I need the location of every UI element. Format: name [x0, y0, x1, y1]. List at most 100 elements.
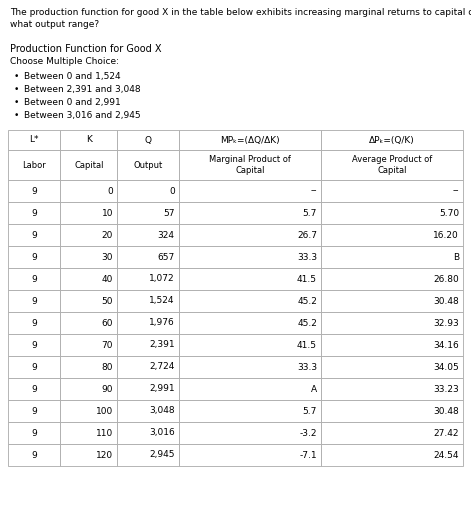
- Bar: [179, 444, 321, 466]
- Text: 24.54: 24.54: [433, 450, 459, 460]
- Text: 2,991: 2,991: [149, 384, 175, 394]
- Bar: [117, 150, 179, 180]
- Text: --: --: [453, 187, 459, 195]
- Text: ΔPₖ=(Q/K): ΔPₖ=(Q/K): [369, 136, 415, 144]
- Text: •: •: [14, 111, 19, 120]
- Bar: [117, 268, 179, 290]
- Bar: [321, 130, 463, 150]
- Bar: [321, 422, 463, 444]
- Bar: [60, 290, 117, 312]
- Text: 324: 324: [158, 230, 175, 240]
- Bar: [8, 422, 60, 444]
- Bar: [321, 400, 463, 422]
- Bar: [117, 130, 179, 150]
- Text: 9: 9: [31, 252, 37, 262]
- Text: 41.5: 41.5: [297, 274, 317, 284]
- Bar: [179, 378, 321, 400]
- Bar: [60, 246, 117, 268]
- Text: A: A: [311, 384, 317, 394]
- Bar: [321, 202, 463, 224]
- Bar: [8, 224, 60, 246]
- Bar: [117, 290, 179, 312]
- Text: 60: 60: [102, 319, 113, 327]
- Bar: [117, 378, 179, 400]
- Bar: [117, 202, 179, 224]
- Text: 32.93: 32.93: [433, 319, 459, 327]
- Bar: [60, 224, 117, 246]
- Text: 30.48: 30.48: [433, 297, 459, 305]
- Text: Between 3,016 and 2,945: Between 3,016 and 2,945: [24, 111, 141, 120]
- Bar: [60, 378, 117, 400]
- Bar: [321, 224, 463, 246]
- Bar: [8, 180, 60, 202]
- Text: 27.42: 27.42: [433, 429, 459, 437]
- Bar: [179, 180, 321, 202]
- Bar: [60, 268, 117, 290]
- Bar: [8, 246, 60, 268]
- Bar: [8, 290, 60, 312]
- Bar: [8, 444, 60, 466]
- Text: 9: 9: [31, 274, 37, 284]
- Text: Labor: Labor: [22, 160, 46, 170]
- Text: 45.2: 45.2: [297, 319, 317, 327]
- Bar: [179, 224, 321, 246]
- Bar: [117, 334, 179, 356]
- Text: 2,724: 2,724: [149, 362, 175, 372]
- Text: The production function for good X in the table below exhibits increasing margin: The production function for good X in th…: [10, 8, 471, 17]
- Text: •: •: [14, 72, 19, 81]
- Bar: [60, 400, 117, 422]
- Bar: [321, 246, 463, 268]
- Text: 9: 9: [31, 384, 37, 394]
- Bar: [179, 422, 321, 444]
- Bar: [117, 312, 179, 334]
- Text: 9: 9: [31, 450, 37, 460]
- Bar: [8, 202, 60, 224]
- Bar: [321, 356, 463, 378]
- Bar: [8, 356, 60, 378]
- Bar: [8, 334, 60, 356]
- Text: 9: 9: [31, 407, 37, 415]
- Text: 9: 9: [31, 209, 37, 217]
- Text: 30: 30: [102, 252, 113, 262]
- Bar: [321, 180, 463, 202]
- Text: 34.05: 34.05: [433, 362, 459, 372]
- Bar: [179, 150, 321, 180]
- Text: 9: 9: [31, 230, 37, 240]
- Text: 100: 100: [96, 407, 113, 415]
- Bar: [179, 246, 321, 268]
- Text: K: K: [86, 136, 92, 144]
- Text: 2,945: 2,945: [149, 450, 175, 460]
- Bar: [321, 268, 463, 290]
- Bar: [117, 444, 179, 466]
- Bar: [179, 268, 321, 290]
- Text: L*: L*: [29, 136, 39, 144]
- Text: MPₖ=(ΔQ/ΔK): MPₖ=(ΔQ/ΔK): [220, 136, 280, 144]
- Text: 45.2: 45.2: [297, 297, 317, 305]
- Text: 16.20: 16.20: [433, 230, 459, 240]
- Bar: [179, 202, 321, 224]
- Text: Average Product of
Capital: Average Product of Capital: [352, 155, 432, 175]
- Text: 26.80: 26.80: [433, 274, 459, 284]
- Bar: [321, 444, 463, 466]
- Bar: [8, 130, 60, 150]
- Text: 5.70: 5.70: [439, 209, 459, 217]
- Bar: [179, 356, 321, 378]
- Text: 10: 10: [102, 209, 113, 217]
- Text: 30.48: 30.48: [433, 407, 459, 415]
- Text: Between 2,391 and 3,048: Between 2,391 and 3,048: [24, 85, 141, 94]
- Bar: [179, 312, 321, 334]
- Text: 33.3: 33.3: [297, 362, 317, 372]
- Text: Output: Output: [133, 160, 162, 170]
- Text: 9: 9: [31, 319, 37, 327]
- Text: 0: 0: [107, 187, 113, 195]
- Text: 34.16: 34.16: [433, 340, 459, 350]
- Bar: [8, 150, 60, 180]
- Bar: [117, 180, 179, 202]
- Text: 0: 0: [169, 187, 175, 195]
- Text: 3,048: 3,048: [149, 407, 175, 415]
- Bar: [60, 356, 117, 378]
- Text: Choose Multiple Choice:: Choose Multiple Choice:: [10, 57, 119, 66]
- Bar: [321, 378, 463, 400]
- Bar: [60, 334, 117, 356]
- Bar: [321, 334, 463, 356]
